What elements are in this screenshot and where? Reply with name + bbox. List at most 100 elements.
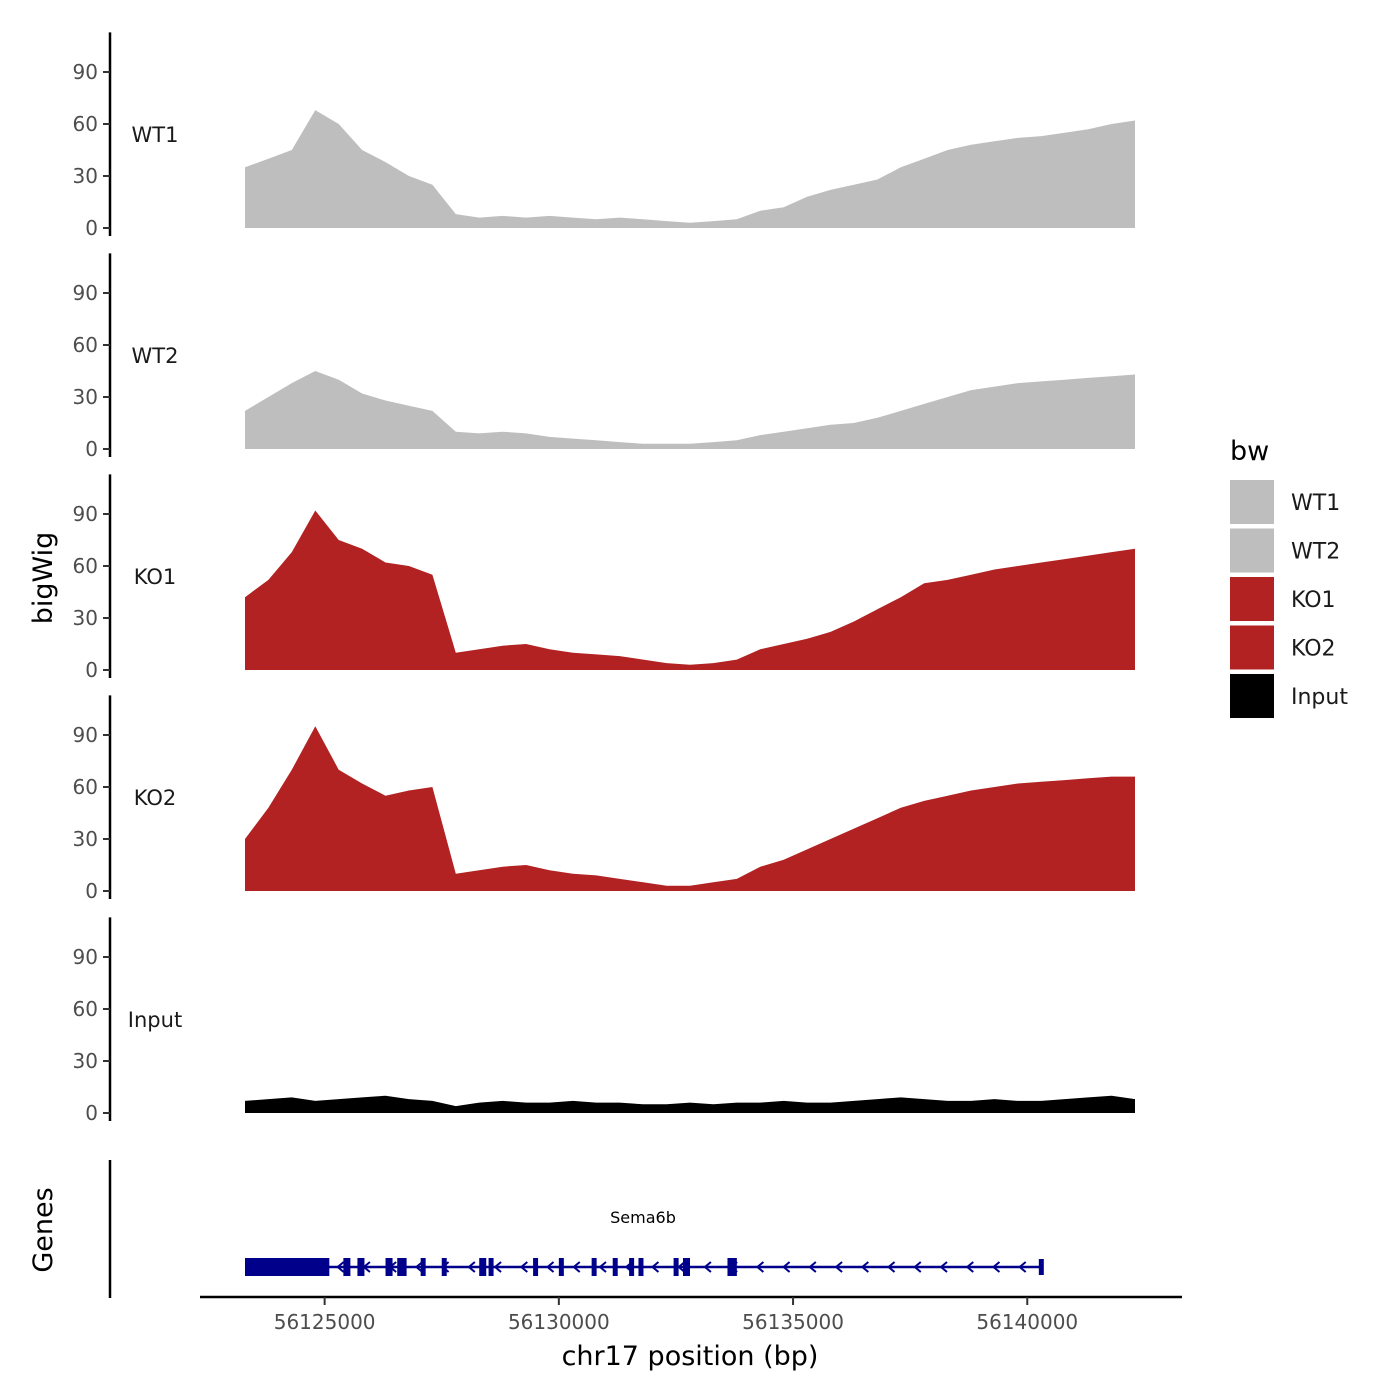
strand-arrow-12 (624, 1261, 633, 1273)
strand-arrow-26 (991, 1261, 1001, 1273)
track-label-ko2: KO2 (134, 786, 177, 810)
gene-exon-16 (673, 1258, 679, 1276)
legend-swatch-ko2 (1230, 625, 1274, 670)
strand-arrow-19 (808, 1261, 817, 1273)
y-tick-label-wt1-30: 30 (73, 164, 98, 188)
y-tick-label-wt2-0: 0 (85, 437, 98, 461)
x-tick-label-56130000: 56130000 (508, 1310, 610, 1334)
gene-exon-2 (343, 1258, 351, 1276)
track-label-wt1: WT1 (132, 123, 179, 147)
area-ko2 (245, 726, 1135, 891)
legend-swatch-ko1 (1230, 577, 1274, 621)
strand-arrow-8 (519, 1261, 528, 1273)
x-axis-title: chr17 position (bp) (562, 1341, 819, 1372)
legend-label-ko1: KO1 (1291, 588, 1336, 613)
legend: bw WT1 WT2 KO1 KO2 Input (1230, 436, 1348, 718)
y-tick-label-wt1-60: 60 (73, 112, 98, 136)
gene-exon-17 (682, 1258, 690, 1276)
strand-arrow-15 (703, 1261, 712, 1273)
strand-arrow-3 (388, 1261, 397, 1273)
track-input: 0 30 60 90 Input (73, 917, 1135, 1125)
y-tick-label-ko1-0: 0 (85, 658, 98, 682)
gene-exon-13 (612, 1258, 618, 1276)
y-axis-title: bigWig (28, 532, 59, 625)
legend-title: bw (1230, 436, 1269, 467)
legend-label-wt2: WT2 (1291, 540, 1340, 565)
gene-exon-5 (397, 1258, 407, 1276)
y-tick-label-input-30: 30 (73, 1049, 98, 1073)
y-tick-label-wt1-0: 0 (85, 216, 98, 240)
gene-track: Sema6b (108, 1160, 1044, 1298)
gene-exon-9 (488, 1258, 494, 1276)
strand-arrow-20 (834, 1261, 843, 1273)
strand-arrow-17 (755, 1261, 765, 1273)
gene-exon-8 (479, 1258, 487, 1276)
track-ko2: 0 30 60 90 KO2 (73, 695, 1135, 903)
track-label-wt2: WT2 (132, 344, 179, 368)
legend-label-wt1: WT1 (1291, 491, 1340, 516)
strand-arrow-21 (860, 1261, 869, 1273)
strand-arrow-1 (336, 1261, 345, 1273)
y-tick-label-ko2-0: 0 (85, 879, 98, 903)
track-label-ko1: KO1 (134, 565, 177, 589)
strand-arrow-11 (598, 1261, 607, 1273)
x-tick-label-56135000: 56135000 (742, 1310, 844, 1334)
area-ko1 (245, 510, 1135, 670)
track-label-input: Input (128, 1008, 182, 1032)
strand-arrow-16 (729, 1261, 738, 1273)
strand-arrow-5 (441, 1261, 450, 1273)
y-tick-label-input-60: 60 (73, 997, 98, 1021)
gene-exon-1 (245, 1258, 330, 1276)
y-tick-label-wt2-30: 30 (73, 385, 98, 409)
legend-swatch-wt2 (1230, 528, 1274, 573)
y-tick-label-ko1-90: 90 (73, 502, 98, 526)
gene-exon-11 (558, 1258, 564, 1276)
y-tick-label-wt2-90: 90 (73, 281, 98, 305)
strand-arrow-22 (886, 1261, 896, 1273)
legend-label-input: Input (1291, 685, 1348, 710)
legend-swatch-wt1 (1230, 480, 1274, 524)
gene-exon-7 (441, 1258, 447, 1276)
y-tick-label-wt1-90: 90 (73, 60, 98, 84)
strand-arrow-23 (913, 1261, 922, 1273)
gene-exon-14 (629, 1258, 635, 1276)
y-tick-label-ko1-60: 60 (73, 554, 98, 578)
strand-arrow-10 (572, 1261, 581, 1273)
gene-exon-6 (420, 1258, 426, 1276)
x-tick-label-56140000: 56140000 (976, 1310, 1078, 1334)
area-wt1 (245, 110, 1135, 228)
strand-arrow-14 (677, 1261, 686, 1273)
track-wt2: 0 30 60 90 WT2 (73, 253, 1135, 461)
y-tick-label-ko2-60: 60 (73, 775, 98, 799)
y-tick-label-input-90: 90 (73, 945, 98, 969)
gene-exon-15 (638, 1258, 644, 1276)
y-tick-label-ko2-30: 30 (73, 827, 98, 851)
track-wt1: 0 30 60 90 WT1 (73, 32, 1135, 240)
strand-arrow-7 (493, 1261, 502, 1273)
y-tick-label-ko1-30: 30 (73, 606, 98, 630)
legend-label-ko2: KO2 (1291, 637, 1336, 662)
y-tick-label-input-0: 0 (85, 1101, 98, 1125)
strand-arrow-24 (939, 1261, 948, 1273)
strand-arrow-2 (362, 1261, 371, 1273)
y-tick-label-ko2-90: 90 (73, 723, 98, 747)
gene-exon-3 (357, 1258, 365, 1276)
track-ko1: 0 30 60 90 KO1 (73, 474, 1135, 682)
x-axis: 56125000 56130000 56135000 56140000 (200, 1295, 1182, 1334)
strand-arrow-9 (545, 1261, 555, 1273)
gene-name-label: Sema6b (610, 1208, 676, 1227)
legend-swatch-input (1230, 674, 1274, 718)
gene-exon-12 (591, 1258, 597, 1276)
strand-arrow-18 (782, 1261, 791, 1273)
genes-axis-title: Genes (28, 1187, 59, 1272)
y-tick-label-wt2-60: 60 (73, 333, 98, 357)
x-tick-label-56125000: 56125000 (274, 1310, 376, 1334)
strand-arrow-4 (414, 1261, 424, 1273)
strand-arrow-6 (467, 1261, 476, 1273)
gene-exon-10 (533, 1258, 539, 1276)
strand-arrow-25 (965, 1261, 974, 1273)
strand-arrow-27 (1018, 1261, 1027, 1273)
area-input (245, 1095, 1135, 1113)
area-wt2 (245, 371, 1135, 449)
